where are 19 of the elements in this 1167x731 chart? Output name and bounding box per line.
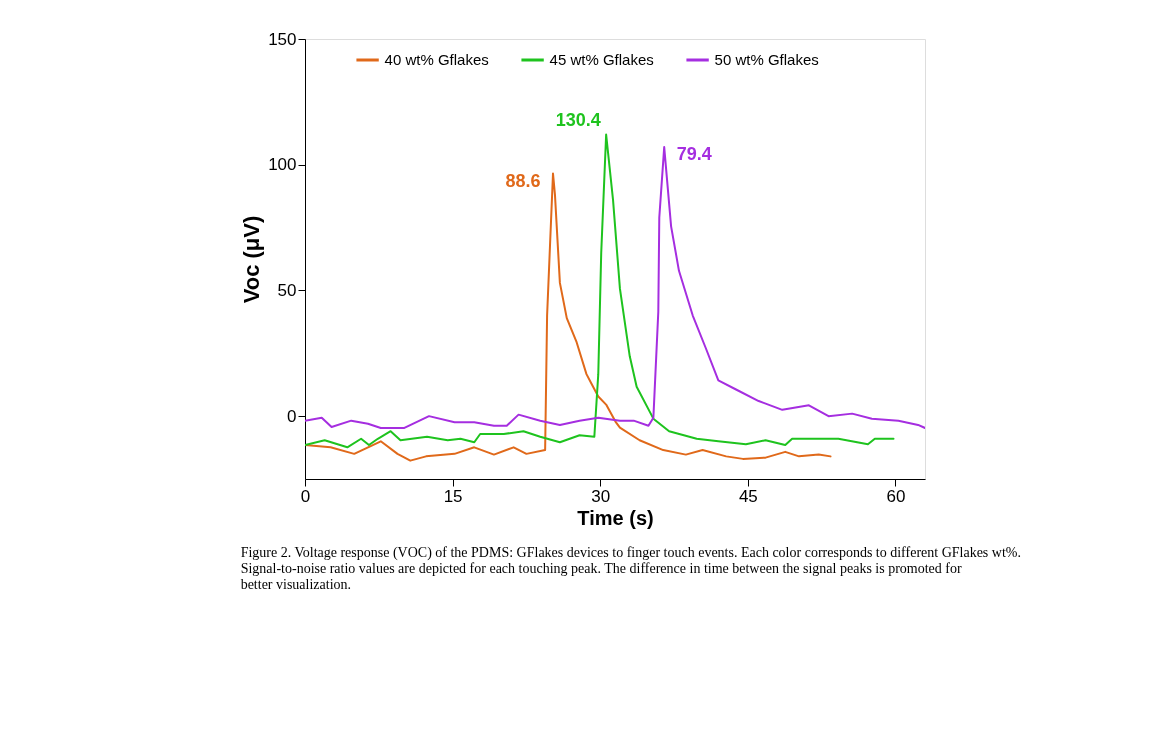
x-tick-label: 15: [443, 486, 463, 506]
legend-label: 40 wt% Gflakes: [384, 51, 489, 68]
x-tick-label: 0: [300, 486, 311, 506]
x-tick-label: 45: [738, 486, 758, 506]
annotation: 79.4: [676, 144, 712, 165]
y-tick-label: 100: [268, 155, 297, 175]
y-tick-label: 150: [268, 29, 297, 49]
y-tick-label: 50: [277, 280, 297, 300]
y-axis-title: Voc (μV): [239, 215, 265, 304]
y-tick-label: 0: [287, 406, 297, 426]
annotation: 130.4: [555, 109, 601, 130]
legend-label: 45 wt% Gflakes: [549, 51, 654, 68]
line-series: [305, 172, 832, 462]
caption: Figure 2. Voltage response (VOC) of the PDMS: GFlakes devices to finger touch events. Each color corresponds to different GFlakes wt%. Signal-to-noise ratio values are depicted for each touching peak. The difference in time between the signal peaks is promoted for better visualization.: [240, 545, 1021, 592]
legend-label: 50 wt% Gflakes: [714, 51, 819, 68]
x-axis-title: Time (s): [577, 506, 654, 529]
x-tick-label: 60: [886, 486, 906, 506]
x-tick-label: 30: [591, 486, 611, 506]
annotation: 88.6: [505, 170, 541, 191]
